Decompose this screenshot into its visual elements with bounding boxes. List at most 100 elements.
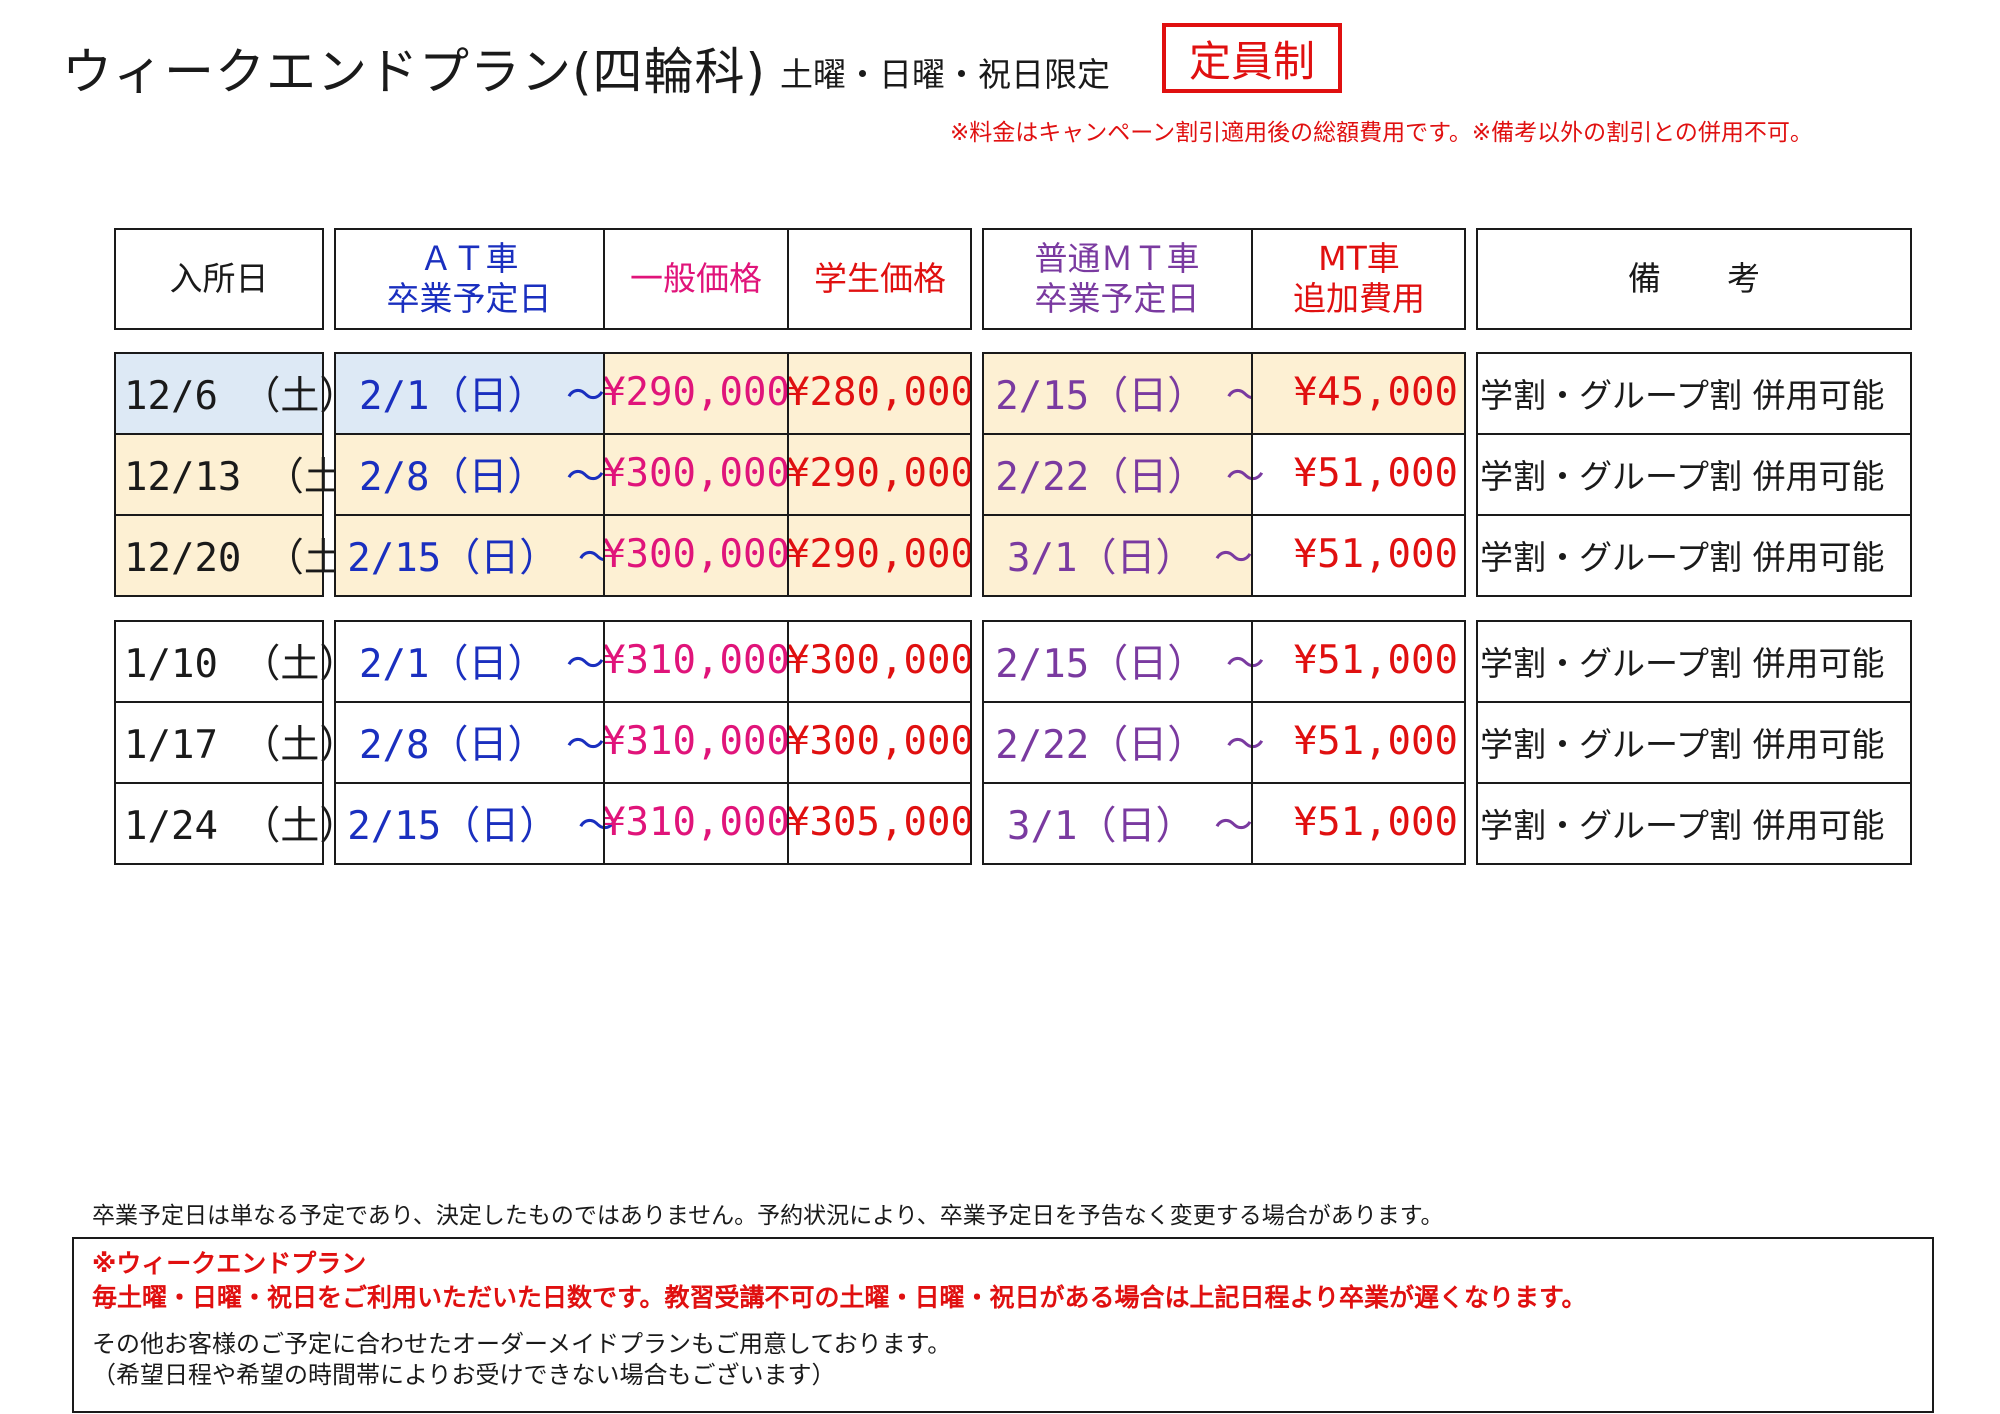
header-mt-fee: MT車 追加費用 bbox=[1252, 228, 1466, 330]
capacity-badge: 定員制 bbox=[1162, 23, 1342, 93]
header-at-line1: ＡＴ車 bbox=[419, 239, 519, 278]
header-remarks-box bbox=[1476, 228, 1912, 330]
price-note: ※料金はキャンペーン割引適用後の総額費用です。※備考以外の割引との併用不可。 bbox=[950, 120, 1813, 146]
header-remarks: 備 考 bbox=[1476, 228, 1912, 330]
group-border bbox=[1476, 620, 1912, 865]
header-general-label: 一般価格 bbox=[630, 259, 762, 298]
header-mtfee-line2: 追加費用 bbox=[1293, 279, 1425, 318]
cell-at-date: 2/15（日） ～ bbox=[347, 803, 617, 849]
order-made-line: その他お客様のご予定に合わせたオーダーメイドプランもご用意しております。 bbox=[92, 1330, 952, 1358]
cell-remarks: 学割・グループ割 併用可能 bbox=[1480, 375, 1885, 415]
cell-student: ¥290,000 bbox=[786, 433, 974, 514]
cell-entry: 1/17 （土） bbox=[124, 722, 359, 768]
cell-at-date: 2/1（日） ～ bbox=[359, 641, 605, 687]
cell-mt-date: 2/22（日） ～ bbox=[982, 433, 1265, 514]
order-made-note: （希望日程や希望の時間帯によりお受けできない場合もございます） bbox=[92, 1361, 836, 1389]
header-entry-box bbox=[114, 228, 324, 330]
cell-student: ¥300,000 bbox=[786, 638, 974, 683]
cell-student: ¥300,000 bbox=[786, 719, 974, 764]
cell-general: ¥310,000 bbox=[602, 800, 790, 845]
page-title: ウィークエンドプラン(四輪科) bbox=[62, 43, 767, 101]
cell-entry: 1/24 （土） bbox=[124, 803, 359, 849]
group-border bbox=[1476, 352, 1912, 597]
cell-remarks: 学割・グループ割 併用可能 bbox=[1480, 643, 1885, 683]
header-mt-line1: 普通ＭＴ車 bbox=[1034, 239, 1200, 278]
header-at-line2: 卒業予定日 bbox=[386, 279, 552, 318]
row-divider bbox=[114, 782, 324, 784]
cell-general: ¥300,000 bbox=[602, 514, 790, 595]
cell-at-date: 2/1（日） ～ bbox=[334, 352, 605, 433]
cell-general: ¥310,000 bbox=[602, 638, 790, 683]
cell-mt-fee: ¥51,000 bbox=[1293, 638, 1458, 683]
column-divider bbox=[603, 352, 605, 597]
cell-mt-date: 2/15（日） ～ bbox=[982, 352, 1265, 433]
cell-general: ¥310,000 bbox=[602, 719, 790, 764]
header-divider bbox=[1251, 228, 1253, 330]
cell-student: ¥290,000 bbox=[786, 514, 974, 595]
notice-box: ※ウィークエンドプラン 毎土曜・日曜・祝日をご利用いただいた日数です。教習受講不… bbox=[72, 1237, 1934, 1413]
cell-mt-fee: ¥51,000 bbox=[1293, 800, 1458, 845]
row-divider bbox=[1476, 514, 1912, 516]
cell-general: ¥300,000 bbox=[602, 433, 790, 514]
header-entry: 入所日 bbox=[114, 228, 324, 330]
row-divider bbox=[982, 514, 1466, 516]
cell-mt-fee: ¥51,000 bbox=[1293, 451, 1458, 496]
cell-mt-date: 2/22（日） ～ bbox=[995, 722, 1265, 768]
group-border bbox=[114, 620, 324, 865]
cell-entry: 12/6 （土） bbox=[114, 352, 358, 433]
column-divider bbox=[1251, 620, 1253, 865]
column-divider bbox=[1251, 352, 1253, 597]
header-at-box bbox=[334, 228, 972, 330]
row-divider bbox=[982, 701, 1466, 703]
cell-mt-fee: ¥51,000 bbox=[1293, 532, 1458, 577]
cell-student: ¥305,000 bbox=[786, 800, 974, 845]
row-divider bbox=[982, 782, 1466, 784]
header-at-date: ＡＴ車 卒業予定日 bbox=[334, 228, 604, 330]
header-divider bbox=[787, 228, 789, 330]
column-divider bbox=[603, 620, 605, 865]
row-divider bbox=[334, 514, 972, 516]
row-divider bbox=[1476, 701, 1912, 703]
header-divider bbox=[603, 228, 605, 330]
cell-mt-date: 2/15（日） ～ bbox=[995, 641, 1265, 687]
row-divider bbox=[334, 433, 972, 435]
header-entry-label: 入所日 bbox=[169, 259, 269, 298]
cell-general: ¥290,000 bbox=[602, 352, 790, 433]
header-mtfee-line1: MT車 bbox=[1318, 239, 1400, 278]
header-mt-date: 普通ＭＴ車 卒業予定日 bbox=[982, 228, 1252, 330]
disclaimer-text: 卒業予定日は単なる予定であり、決定したものではありません。予約状況により、卒業予… bbox=[92, 1203, 1444, 1229]
cell-remarks: 学割・グループ割 併用可能 bbox=[1480, 724, 1885, 764]
cell-at-date: 2/8（日） ～ bbox=[359, 722, 605, 768]
header-mt-box bbox=[982, 228, 1466, 330]
header-remarks-label: 備 考 bbox=[1628, 259, 1760, 298]
notice-title: ※ウィークエンドプラン bbox=[92, 1249, 367, 1278]
cell-at-date: 2/8（日） ～ bbox=[334, 433, 605, 514]
header-student-price: 学生価格 bbox=[788, 228, 972, 330]
cell-entry: 1/10 （土） bbox=[124, 641, 359, 687]
cell-at-date: 2/15（日） ～ bbox=[334, 514, 617, 595]
row-divider bbox=[114, 514, 324, 516]
column-divider bbox=[787, 620, 789, 865]
row-divider bbox=[114, 433, 324, 435]
group-border bbox=[982, 352, 1466, 597]
cell-student: ¥280,000 bbox=[786, 352, 974, 433]
row-divider bbox=[1476, 433, 1912, 435]
row-divider bbox=[982, 433, 1466, 435]
page-subtitle: 土曜・日曜・祝日限定 bbox=[780, 55, 1110, 94]
row-divider bbox=[1476, 782, 1912, 784]
cell-mt-date: 3/1（日） ～ bbox=[1007, 803, 1253, 849]
group-border bbox=[334, 620, 972, 865]
header-general-price: 一般価格 bbox=[604, 228, 788, 330]
cell-remarks: 学割・グループ割 併用可能 bbox=[1480, 805, 1885, 845]
header-mt-line2: 卒業予定日 bbox=[1034, 279, 1200, 318]
cell-remarks: 学割・グループ割 併用可能 bbox=[1480, 456, 1885, 496]
group-border bbox=[982, 620, 1466, 865]
cell-mt-fee: ¥45,000 bbox=[1252, 352, 1466, 433]
group-border bbox=[114, 352, 324, 597]
cell-mt-date: 3/1（日） ～ bbox=[982, 514, 1253, 595]
row-divider bbox=[334, 701, 972, 703]
group-border bbox=[334, 352, 972, 597]
cell-remarks: 学割・グループ割 併用可能 bbox=[1480, 537, 1885, 577]
cell-mt-fee: ¥51,000 bbox=[1293, 719, 1458, 764]
header-student-label: 学生価格 bbox=[814, 259, 946, 298]
